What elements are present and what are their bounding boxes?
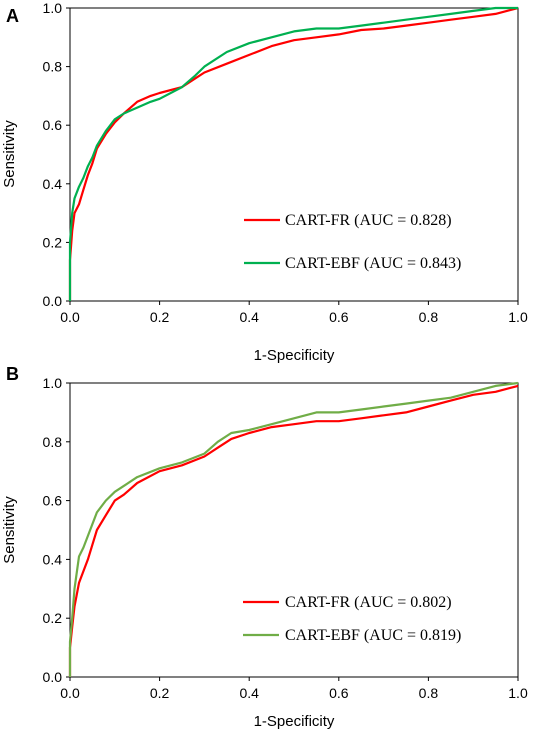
y-tick-label: 0.4 xyxy=(43,176,63,192)
x-tick-label: 0.4 xyxy=(239,685,259,701)
y-tick-label: 1.0 xyxy=(43,0,63,16)
panel-label: A xyxy=(6,6,19,26)
x-tick-label: 0.4 xyxy=(239,309,259,325)
legend: CART-FR (AUC = 0.802) CART-EBF (AUC = 0.8… xyxy=(243,594,461,644)
x-tick-label: 0.6 xyxy=(329,309,349,325)
x-tick-label: 0.8 xyxy=(419,309,439,325)
y-tick-label: 0.0 xyxy=(43,293,63,309)
legend-label: CART-EBF (AUC = 0.819) xyxy=(285,627,461,644)
roc-line-series-2 xyxy=(68,6,518,301)
y-tick-label: 0.2 xyxy=(43,610,63,626)
chart-panel-a: 0.0 0.2 0.4 0.6 0.8 1.0 0.0 0.2 0.4 0.6 0.8 1.0 1-Sp… xyxy=(1,0,528,364)
legend-label: CART-EBF (AUC = 0.843) xyxy=(285,255,461,272)
y-tick-label: 1.0 xyxy=(43,375,63,391)
y-tick-label: 0.6 xyxy=(43,493,63,509)
x-tick-label: 0.0 xyxy=(60,309,80,325)
y-tick-label: 0.0 xyxy=(43,669,63,685)
roc-line-series-1 xyxy=(68,384,519,677)
y-axis-label: Sensitivity xyxy=(1,120,18,188)
x-tick-label: 0.8 xyxy=(419,685,439,701)
legend-label: CART-FR (AUC = 0.828) xyxy=(285,212,452,229)
legend: CART-FR (AUC = 0.828) CART-EBF (AUC = 0.8… xyxy=(244,212,461,272)
x-tick-label: 1.0 xyxy=(508,685,528,701)
x-tick-label: 1.0 xyxy=(508,309,528,325)
chart-panel-b: 0.0 0.2 0.4 0.6 0.8 1.0 0.0 0.2 0.4 0.6 0.8 1.0 1-Sp… xyxy=(1,364,528,730)
plot-frame xyxy=(69,7,519,302)
panel-label: B xyxy=(6,364,19,384)
x-tick-label: 0.0 xyxy=(60,685,80,701)
y-tick-label: 0.8 xyxy=(43,59,63,75)
roc-line-series-2 xyxy=(68,381,519,677)
x-tick-label: 0.6 xyxy=(329,685,349,701)
y-tick-label: 0.8 xyxy=(43,434,63,450)
x-tick-label: 0.2 xyxy=(150,685,170,701)
legend-label: CART-FR (AUC = 0.802) xyxy=(285,594,452,611)
y-tick-label: 0.4 xyxy=(43,551,63,567)
plot-frame xyxy=(69,382,519,678)
x-axis-label: 1-Specificity xyxy=(254,713,335,730)
y-axis-label: Sensitivity xyxy=(1,496,18,564)
y-tick-label: 0.2 xyxy=(43,234,63,250)
y-tick-label: 0.6 xyxy=(43,117,63,133)
x-axis-label: 1-Specificity xyxy=(254,347,335,364)
x-tick-label: 0.2 xyxy=(150,309,170,325)
